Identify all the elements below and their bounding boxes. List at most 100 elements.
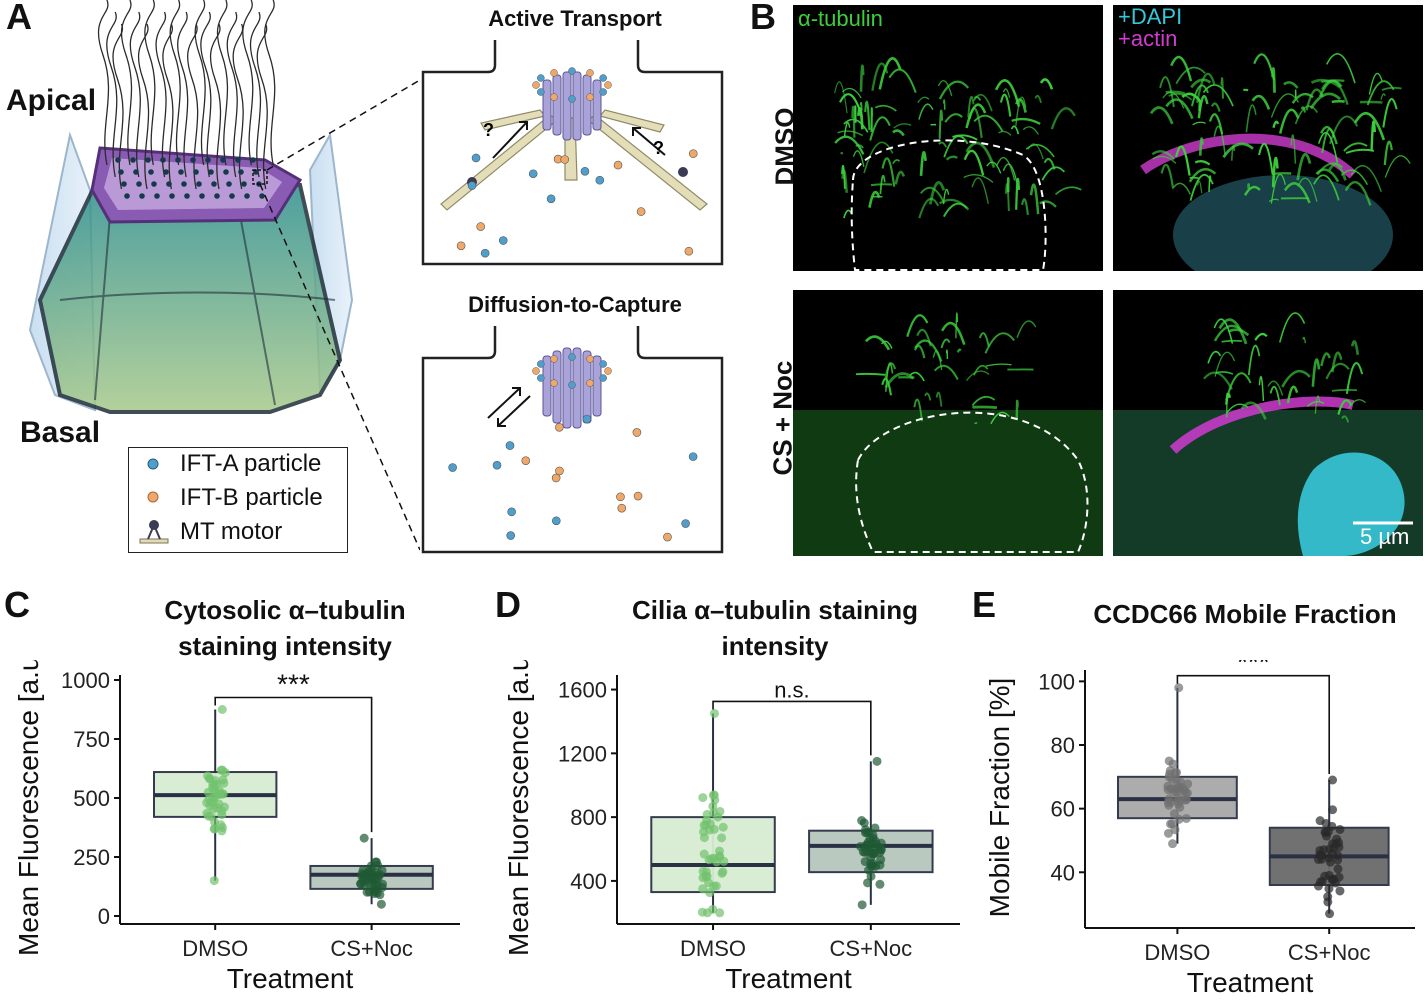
data-point bbox=[1321, 827, 1331, 837]
data-point bbox=[1181, 813, 1191, 823]
data-point bbox=[699, 833, 709, 843]
ift-a-swatch-icon bbox=[147, 458, 159, 470]
data-point bbox=[1325, 857, 1335, 867]
micrograph-csnoc-tubulin bbox=[793, 290, 1103, 556]
y-tick-label: 400 bbox=[570, 869, 607, 894]
data-point bbox=[1328, 775, 1338, 785]
data-point bbox=[1324, 844, 1334, 854]
data-point bbox=[217, 810, 227, 820]
active-transport-title: Active Transport bbox=[488, 6, 662, 31]
data-point bbox=[1176, 777, 1186, 787]
data-point bbox=[1333, 855, 1343, 865]
chart-c-title-line1: Cytosolic α–tubulin bbox=[164, 595, 406, 625]
data-point bbox=[866, 871, 876, 881]
micrograph-dmso-merge bbox=[1113, 5, 1423, 271]
data-point bbox=[702, 815, 712, 825]
scale-bar-label: 5 µm bbox=[1360, 524, 1410, 549]
data-point bbox=[206, 811, 216, 821]
panel-label-e: E bbox=[972, 584, 997, 625]
data-point bbox=[711, 881, 721, 891]
data-point bbox=[1325, 909, 1335, 919]
panel-label-d: D bbox=[495, 584, 521, 625]
data-point bbox=[698, 793, 708, 803]
x-axis-title: Treatment bbox=[725, 963, 852, 994]
active-transport-diagram: ? ? bbox=[421, 40, 724, 266]
diffusion-title: Diffusion-to-Capture bbox=[468, 292, 682, 317]
data-point bbox=[857, 816, 867, 826]
question-mark-left: ? bbox=[483, 120, 494, 140]
data-point bbox=[860, 857, 870, 867]
data-point bbox=[1169, 809, 1179, 819]
legend-box bbox=[128, 447, 348, 553]
data-point bbox=[217, 705, 227, 714]
x-tick-label: DMSO bbox=[680, 936, 746, 961]
panel-label-a: A bbox=[6, 0, 32, 37]
data-point bbox=[1313, 855, 1323, 865]
data-point bbox=[219, 778, 229, 788]
chart-c-title-line2: staining intensity bbox=[178, 631, 392, 661]
data-point bbox=[709, 790, 719, 800]
channel-label-actin: +actin bbox=[1118, 26, 1178, 51]
diffusion-diagram bbox=[421, 326, 724, 554]
data-point bbox=[876, 855, 886, 865]
data-point bbox=[1163, 798, 1173, 808]
data-point bbox=[360, 880, 370, 890]
data-point bbox=[1175, 802, 1185, 812]
data-point bbox=[875, 879, 885, 889]
chart-d-title-line2: intensity bbox=[721, 631, 829, 661]
data-point bbox=[1163, 828, 1173, 838]
significance-label: n.s. bbox=[774, 677, 809, 702]
data-point bbox=[876, 838, 886, 848]
channel-label-dapi: +DAPI bbox=[1118, 4, 1183, 29]
data-point bbox=[1323, 897, 1333, 907]
data-point bbox=[208, 797, 218, 807]
data-point bbox=[698, 884, 708, 894]
data-point bbox=[718, 822, 728, 832]
data-point bbox=[697, 907, 707, 917]
data-point bbox=[204, 774, 214, 784]
x-tick-label: DMSO bbox=[1144, 940, 1210, 965]
data-point bbox=[376, 899, 386, 909]
data-point bbox=[861, 825, 871, 835]
data-point bbox=[872, 756, 882, 766]
data-point bbox=[1328, 805, 1338, 815]
significance-label: *** bbox=[277, 669, 310, 700]
ift-b-swatch-icon bbox=[147, 491, 159, 503]
y-tick-label: 0 bbox=[98, 904, 110, 929]
channel-label-alpha-tubulin: α-tubulin bbox=[798, 6, 883, 31]
mt-motor-icon bbox=[139, 520, 169, 544]
y-tick-label: 1600 bbox=[558, 678, 607, 703]
data-point bbox=[871, 861, 881, 871]
y-tick-label: 800 bbox=[570, 805, 607, 830]
data-point bbox=[715, 852, 725, 862]
panel-label-b: B bbox=[750, 0, 776, 37]
y-tick-label: 1000 bbox=[61, 668, 110, 693]
data-point bbox=[371, 885, 381, 895]
chart-e-title: CCDC66 Mobile Fraction bbox=[1060, 596, 1425, 632]
data-point bbox=[708, 904, 718, 914]
x-axis-title: Treatment bbox=[227, 963, 354, 994]
data-point bbox=[367, 875, 377, 885]
data-point bbox=[715, 908, 725, 918]
question-mark-right: ? bbox=[653, 138, 664, 158]
basal-label: Basal bbox=[20, 416, 101, 449]
y-tick-label: 500 bbox=[73, 786, 110, 811]
data-point bbox=[709, 708, 719, 718]
data-point bbox=[717, 868, 727, 878]
significance-bracket bbox=[712, 700, 872, 756]
data-point bbox=[373, 860, 383, 870]
data-point bbox=[1335, 824, 1345, 834]
x-axis-title: Treatment bbox=[1187, 967, 1314, 998]
legend-motor-label: MT motor bbox=[180, 518, 283, 545]
data-point bbox=[362, 887, 372, 897]
chart-c: 0 250 500 750 1000 DMSO CS+Noc *** Treatment Mean… bbox=[13, 660, 460, 994]
apical-label: Apical bbox=[6, 84, 97, 117]
data-point bbox=[704, 878, 714, 888]
chart-c-title: Cytosolic α–tubulin staining intensity bbox=[120, 592, 450, 664]
data-point bbox=[1168, 759, 1178, 769]
data-point bbox=[1335, 886, 1345, 896]
chart-e: 40 60 80 100 DMSO CS+Noc *** Treatment Mobile Fr… bbox=[984, 660, 1415, 998]
data-point bbox=[357, 869, 367, 879]
data-point bbox=[1163, 785, 1173, 795]
significance-bracket bbox=[214, 696, 373, 833]
